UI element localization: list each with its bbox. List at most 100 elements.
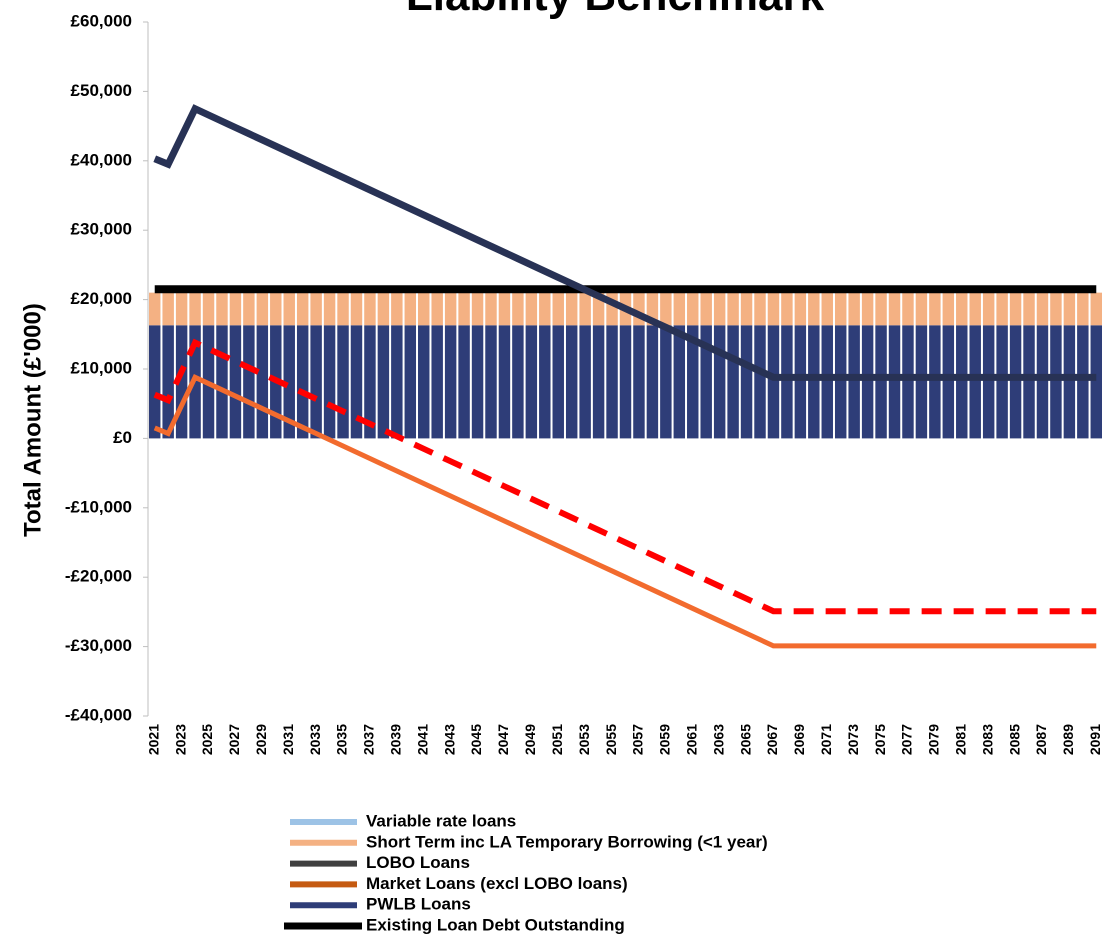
bar-segment: [929, 325, 941, 439]
bar-segment: [1063, 292, 1076, 326]
bar-segment: [377, 292, 390, 326]
x-tick-label: 2057: [630, 724, 646, 755]
bar-segment: [337, 292, 349, 326]
bar-segment: [471, 325, 484, 439]
bar-segment: [888, 325, 901, 439]
bar-segment: [337, 325, 349, 439]
bar-segment: [700, 325, 712, 439]
bar-segment: [781, 292, 793, 326]
bar-segment: [619, 325, 632, 439]
legend-label: LOBO Loans: [366, 853, 470, 872]
bar-segment: [754, 292, 766, 326]
bar-segment: [902, 325, 914, 439]
x-tick-label: 2023: [172, 724, 188, 755]
bar-segment: [1090, 292, 1102, 326]
bar-segment: [431, 292, 443, 326]
bar-segment: [485, 292, 497, 326]
bar-segment: [552, 325, 564, 439]
x-tick-label: 2021: [145, 724, 161, 755]
x-tick-label: 2047: [495, 724, 511, 755]
y-tick-label: -£10,000: [65, 497, 132, 516]
bar-segment: [942, 292, 955, 326]
bar-segment: [848, 325, 860, 439]
bar-segment: [956, 325, 968, 439]
bar-segment: [552, 292, 564, 326]
bar-segment: [633, 325, 645, 439]
bar-segment: [364, 325, 376, 439]
bar-segment: [310, 325, 322, 439]
bar-segment: [606, 292, 618, 326]
bar-segment: [969, 325, 981, 439]
bar-segment: [189, 292, 201, 326]
x-tick-label: 2061: [683, 724, 699, 755]
bar-segment: [996, 325, 1008, 439]
x-tick-label: 2089: [1060, 724, 1076, 755]
bar-segment: [660, 325, 672, 439]
bar-segment: [781, 325, 793, 439]
line: [153, 374, 1097, 649]
bar-segment: [915, 325, 928, 439]
bar-segment: [902, 292, 914, 326]
bar-segment: [216, 292, 228, 326]
bar-segment: [660, 292, 672, 326]
x-tick-label: 2077: [899, 724, 915, 755]
bar-segment: [458, 292, 470, 326]
bar-segment: [834, 292, 847, 326]
bar-segment: [727, 292, 739, 326]
bar-segment: [323, 292, 336, 326]
bar-segment: [794, 292, 807, 326]
bar-segment: [592, 325, 605, 439]
y-tick-label: £60,000: [71, 11, 132, 30]
bar-segment: [364, 292, 376, 326]
bar-segment: [162, 292, 174, 326]
bar-segment: [687, 325, 699, 439]
bar-segment: [1090, 325, 1102, 439]
bar-segment: [1050, 325, 1062, 439]
chart-title: Liability Benchmark: [406, 0, 825, 20]
bar-segment: [256, 325, 269, 439]
bar-segment: [848, 292, 860, 326]
bar-segment: [229, 292, 242, 326]
bar-segment: [162, 325, 174, 439]
bar-segment: [1009, 325, 1022, 439]
bar-segment: [767, 292, 780, 326]
x-tick-label: 2055: [603, 724, 619, 755]
x-tick-label: 2041: [414, 724, 430, 755]
bar-segment: [700, 292, 712, 326]
bar-segment: [633, 292, 645, 326]
y-tick-label: £30,000: [71, 220, 132, 239]
bar-segment: [579, 325, 591, 439]
bar-segment: [982, 292, 995, 326]
bar-segment: [471, 292, 484, 326]
x-tick-label: 2037: [361, 724, 377, 755]
bar-segment: [956, 292, 968, 326]
bar-segment: [1050, 292, 1062, 326]
x-tick-label: 2073: [845, 724, 861, 755]
x-tick-label: 2035: [334, 724, 350, 755]
bar-segment: [646, 325, 659, 439]
bar-segment: [404, 292, 417, 326]
bar-segment: [808, 292, 820, 326]
bar-segment: [713, 292, 726, 326]
bar-segment: [861, 325, 874, 439]
bar-segment: [1077, 325, 1089, 439]
bar-segment: [539, 325, 551, 439]
bar-segment: [673, 292, 686, 326]
bar-segment: [821, 325, 833, 439]
bar-segment: [525, 325, 538, 439]
bar-segment: [754, 325, 766, 439]
line: [153, 104, 1097, 381]
bar-segment: [202, 292, 215, 326]
x-tick-label: 2083: [979, 724, 995, 755]
bar-segment: [283, 292, 295, 326]
legend-label: Variable rate loans: [366, 811, 516, 830]
x-tick-label: 2071: [818, 724, 834, 755]
legend-label: Short Term inc LA Temporary Borrowing (<…: [366, 832, 768, 851]
x-tick-label: 2079: [926, 724, 942, 755]
bar-segment: [498, 292, 511, 326]
bar-segment: [418, 292, 430, 326]
bar-segment: [673, 325, 686, 439]
x-tick-label: 2081: [952, 724, 968, 755]
bar-segment: [175, 292, 188, 326]
bar-segment: [512, 292, 524, 326]
